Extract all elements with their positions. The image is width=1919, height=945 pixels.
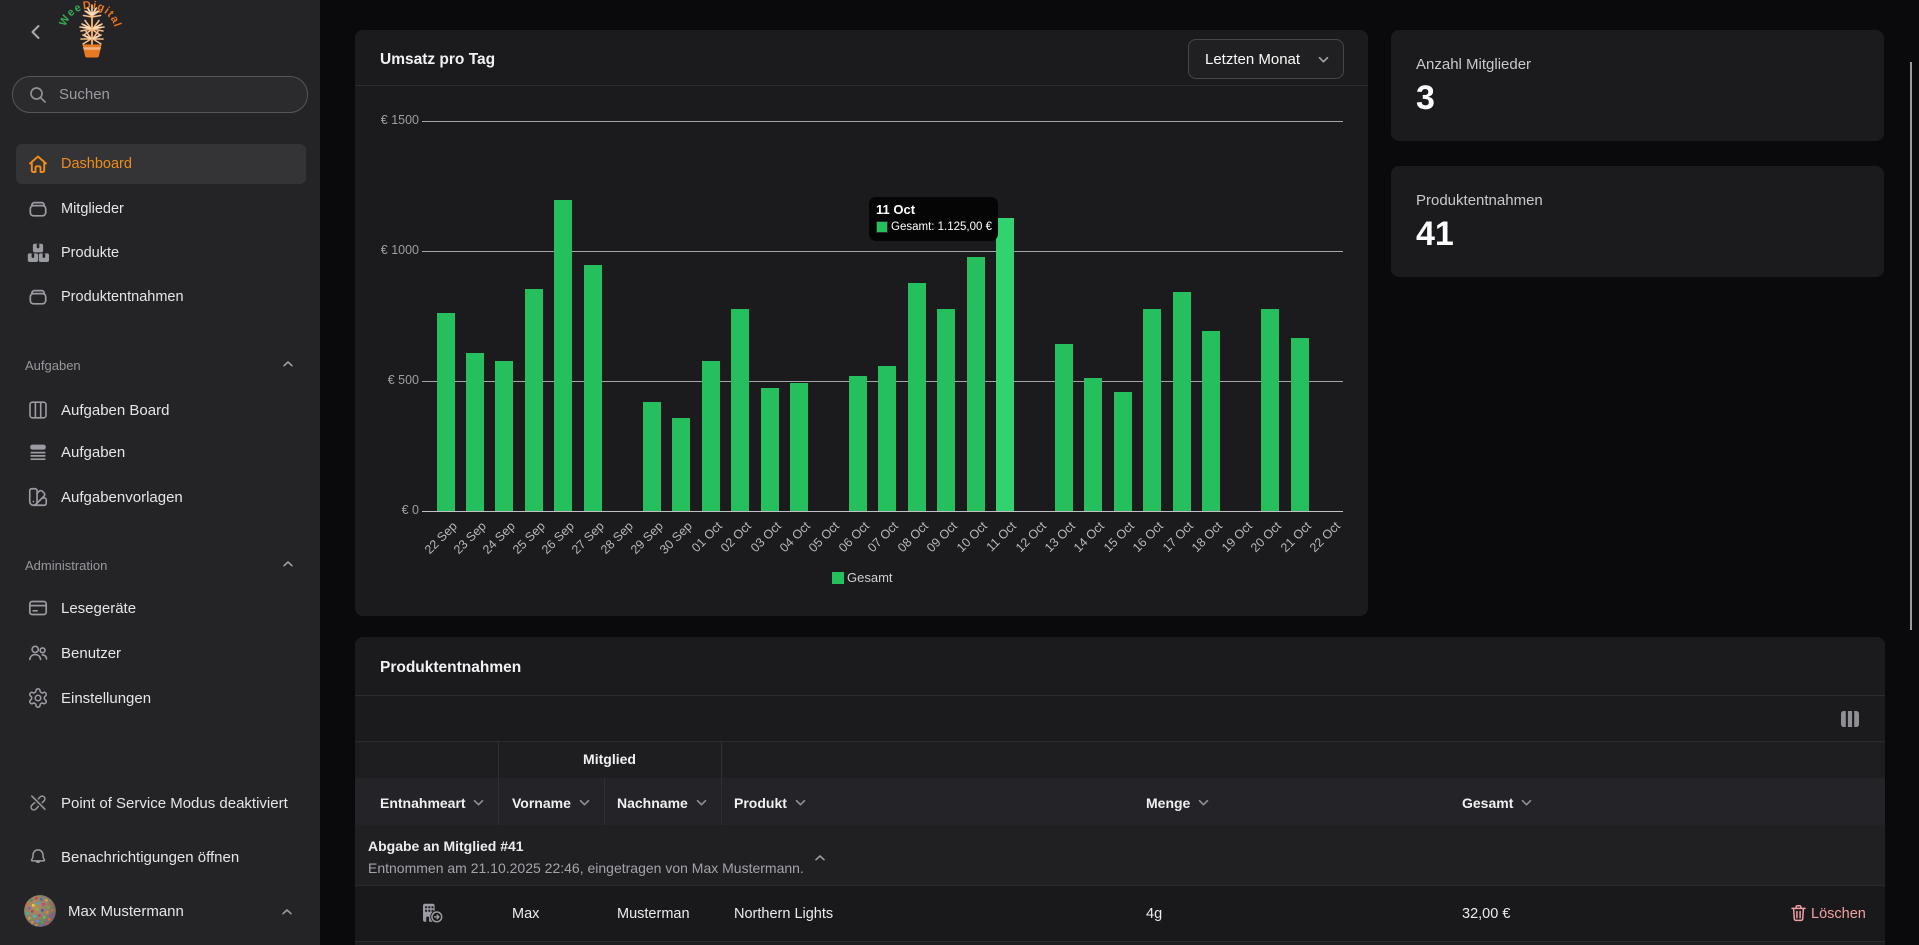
svg-text:i: i [102,5,112,17]
svg-text:t: t [105,9,116,20]
svg-text:l: l [111,21,123,28]
svg-text:i: i [92,0,97,12]
svg-text:g: g [96,1,107,15]
svg-text:D: D [82,0,91,12]
svg-text:e: e [72,2,83,15]
